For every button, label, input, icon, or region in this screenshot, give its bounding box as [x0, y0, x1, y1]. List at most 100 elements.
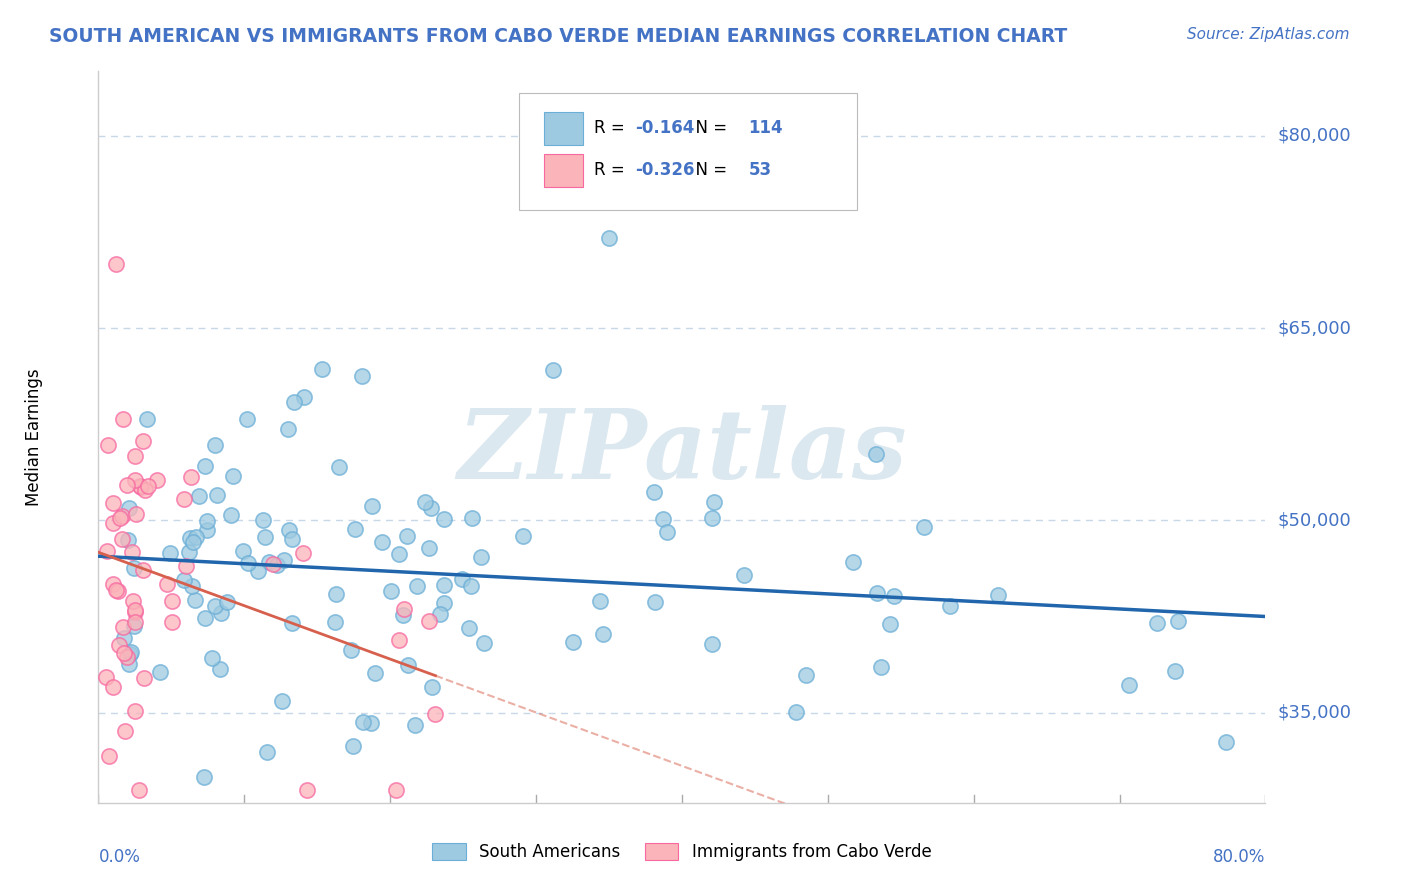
Point [785, 705, 807, 719]
Point [433, 578, 456, 592]
Point [156, 577, 179, 591]
Text: SOUTH AMERICAN VS IMMIGRANTS FROM CABO VERDE MEDIAN EARNINGS CORRELATION CHART: SOUTH AMERICAN VS IMMIGRANTS FROM CABO V… [49, 27, 1067, 45]
Point [270, 694, 292, 708]
Point [256, 745, 278, 759]
Point [129, 479, 152, 493]
Text: ZIPatlas: ZIPatlas [457, 405, 907, 499]
Point [162, 615, 184, 629]
Point [842, 555, 865, 569]
Point [104, 257, 127, 271]
Point [292, 390, 315, 404]
Point [339, 643, 361, 657]
Point [291, 546, 314, 560]
Text: Source: ZipAtlas.com: Source: ZipAtlas.com [1187, 27, 1350, 42]
Point [392, 608, 415, 623]
Point [273, 553, 295, 567]
Point [194, 611, 217, 625]
Point [277, 421, 299, 435]
Point [122, 561, 145, 575]
Point [644, 594, 666, 608]
Point [125, 507, 148, 521]
Point [236, 556, 259, 570]
Point [105, 582, 128, 597]
Point [180, 579, 202, 593]
Point [124, 615, 146, 629]
Point [118, 657, 141, 671]
Point [420, 501, 443, 516]
Point [111, 508, 134, 523]
Point [912, 520, 935, 534]
Point [360, 499, 382, 513]
Text: 80.0%: 80.0% [1213, 847, 1265, 866]
Point [132, 563, 155, 577]
Point [1118, 678, 1140, 692]
Point [132, 671, 155, 685]
Point [598, 231, 620, 245]
Point [121, 545, 143, 559]
Point [193, 770, 215, 784]
Point [124, 602, 146, 616]
Point [222, 468, 245, 483]
Point [425, 706, 447, 721]
Point [97, 437, 120, 451]
Point [406, 579, 429, 593]
Point [657, 525, 679, 540]
Point [283, 395, 305, 409]
Text: R =: R = [595, 161, 630, 179]
Point [342, 739, 364, 753]
Point [987, 588, 1010, 602]
Point [96, 544, 118, 558]
Point [128, 783, 150, 797]
Point [194, 459, 217, 474]
Point [253, 530, 276, 544]
Point [101, 680, 124, 694]
Point [364, 666, 387, 681]
Point [865, 447, 887, 461]
Point [103, 576, 125, 591]
Point [543, 363, 565, 377]
Point [136, 412, 159, 426]
Point [112, 631, 135, 645]
Point [120, 645, 142, 659]
Point [461, 511, 484, 525]
Point [219, 508, 242, 522]
Text: Median Earnings: Median Earnings [25, 368, 44, 506]
Point [429, 607, 451, 621]
Point [353, 714, 375, 729]
Point [1163, 665, 1185, 679]
Text: 0.0%: 0.0% [98, 847, 141, 866]
Point [173, 492, 195, 507]
Text: -0.164: -0.164 [636, 120, 695, 137]
Point [209, 662, 232, 676]
Point [733, 567, 755, 582]
Point [418, 614, 440, 628]
Point [394, 602, 416, 616]
Point [451, 572, 474, 586]
Point [117, 533, 139, 548]
Point [311, 362, 333, 376]
Point [1215, 735, 1237, 749]
Point [589, 594, 612, 608]
Point [869, 660, 891, 674]
Point [252, 513, 274, 527]
Point [257, 555, 280, 569]
Text: $35,000: $35,000 [1277, 704, 1351, 722]
Point [794, 667, 817, 681]
Point [129, 480, 152, 494]
Point [512, 528, 534, 542]
Text: 114: 114 [748, 120, 783, 137]
Point [97, 749, 120, 764]
Point [281, 616, 304, 631]
Point [295, 783, 318, 797]
Point [124, 704, 146, 718]
Point [108, 638, 131, 652]
Point [325, 587, 347, 601]
Point [101, 516, 124, 530]
Point [101, 496, 124, 510]
Point [470, 550, 492, 565]
Point [179, 531, 201, 545]
Point [94, 670, 117, 684]
Point [134, 483, 156, 497]
Point [432, 512, 454, 526]
Text: N =: N = [685, 161, 733, 179]
